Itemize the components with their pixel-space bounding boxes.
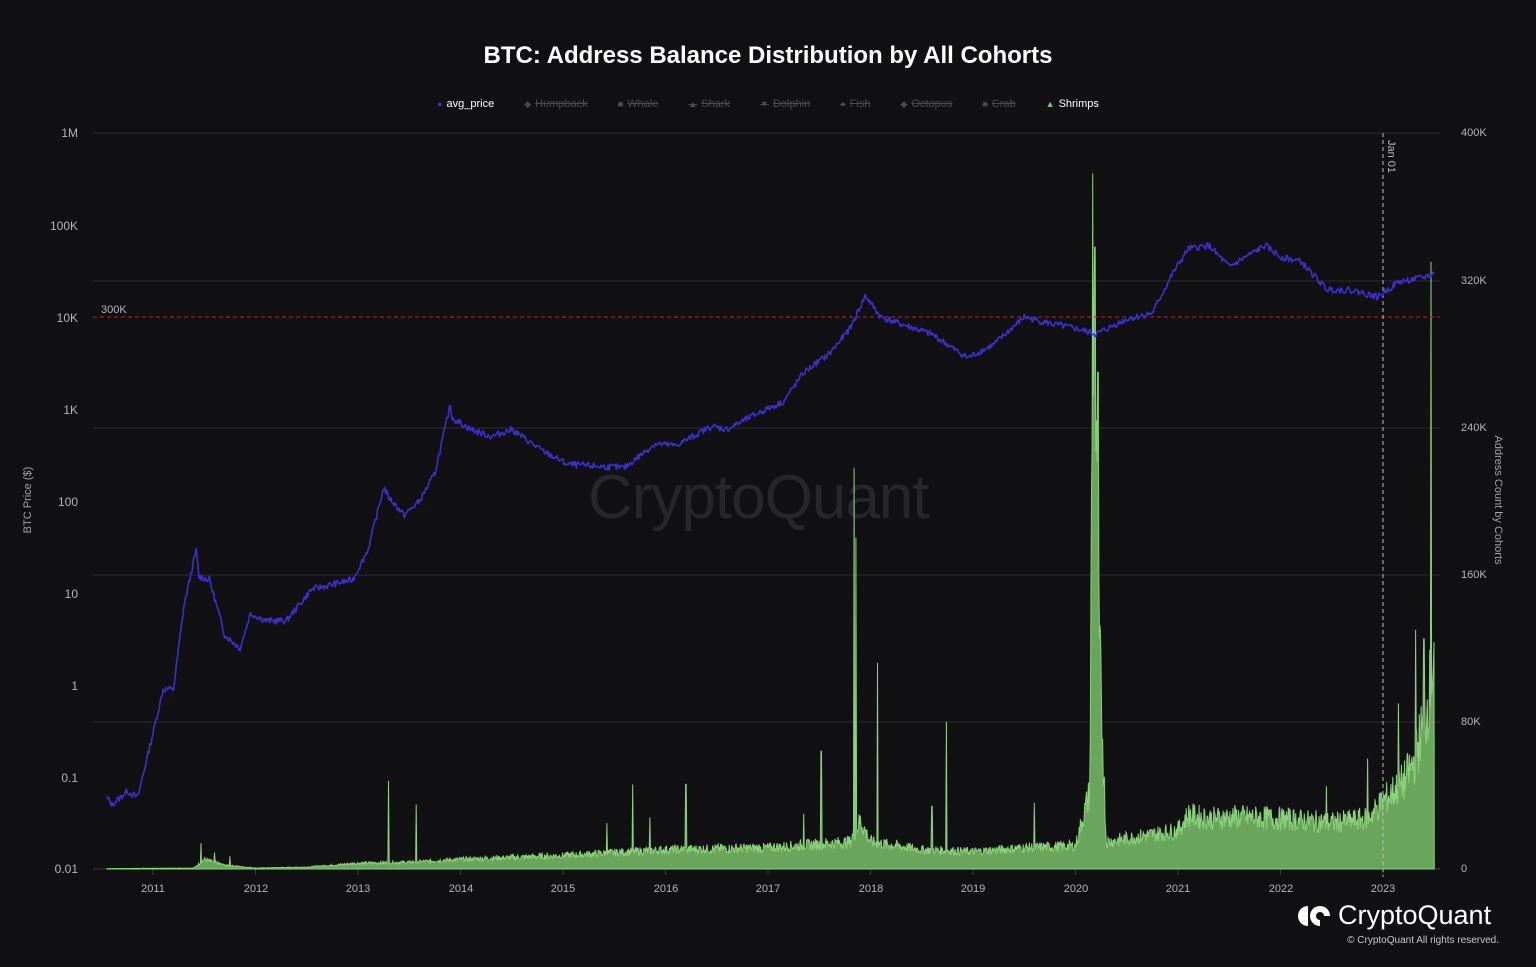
legend-label: Humpback <box>535 98 588 110</box>
x-tick: 2012 <box>243 883 269 895</box>
left-tick: 10K <box>56 311 78 325</box>
right-tick: 240K <box>1461 422 1487 434</box>
chart-legend: ● avg_price ◆ Humpback ■ Whale ▲ Shark ▼… <box>0 98 1536 110</box>
x-tick: 2014 <box>448 883 474 895</box>
left-tick: 0.01 <box>54 862 78 876</box>
legend-item-whale[interactable]: ■ Whale <box>618 98 659 110</box>
diamond-marker-icon: ◆ <box>900 98 908 109</box>
legend-label: Shrimps <box>1058 98 1099 110</box>
right-tick: 320K <box>1461 275 1487 287</box>
x-tick: 2013 <box>345 883 371 895</box>
x-tick: 2020 <box>1063 883 1089 895</box>
legend-item-fish[interactable]: ● Fish <box>840 98 870 110</box>
x-tick: 2017 <box>755 883 781 895</box>
circle-marker-icon: ● <box>437 99 443 109</box>
square-marker-icon: ■ <box>982 99 988 109</box>
shrimps-area-series <box>106 173 1435 870</box>
diamond-marker-icon: ◆ <box>524 98 532 109</box>
cryptoquant-logo-icon <box>1298 905 1330 927</box>
x-tick: 2021 <box>1165 883 1191 895</box>
left-axis-title: BTC Price ($) <box>22 466 34 534</box>
circle-marker-icon: ● <box>840 99 846 109</box>
triangle-up-marker-icon: ▲ <box>1045 99 1055 109</box>
x-tick: 2023 <box>1370 883 1396 895</box>
brand-logo: CryptoQuant <box>1298 900 1491 931</box>
left-tick: 0.1 <box>61 771 78 785</box>
legend-item-dolphin[interactable]: ▼ Dolphin <box>760 98 810 110</box>
legend-item-avg-price[interactable]: ● avg_price <box>437 98 494 110</box>
avg-price-line-series <box>106 242 1435 807</box>
legend-label: Fish <box>849 98 871 110</box>
legend-label: Shark <box>701 98 731 110</box>
watermark: CryptoQuant <box>588 463 930 532</box>
triangle-down-marker-icon: ▼ <box>760 99 769 109</box>
brand-name: CryptoQuant <box>1338 900 1492 930</box>
legend-item-shrimps[interactable]: ▲ Shrimps <box>1046 98 1099 110</box>
left-tick: 1K <box>63 403 78 417</box>
legend-item-crab[interactable]: ■ Crab <box>982 98 1015 110</box>
copyright-text: © CryptoQuant All rights reserved. <box>1347 935 1499 946</box>
x-tick: 2018 <box>858 883 884 895</box>
marker-label: Jan 01 <box>1385 140 1397 174</box>
left-tick: 1 <box>71 679 78 693</box>
legend-label: Crab <box>991 98 1016 110</box>
right-tick: 400K <box>1461 127 1487 139</box>
x-tick: 2016 <box>653 883 679 895</box>
right-tick: 160K <box>1461 569 1487 581</box>
legend-item-shark[interactable]: ▲ Shark <box>688 98 730 110</box>
threshold-label: 300K <box>101 304 127 316</box>
legend-label: Whale <box>627 98 659 110</box>
x-tick: 2022 <box>1268 883 1294 895</box>
x-tick: 2015 <box>550 883 576 895</box>
x-tick: 2019 <box>960 883 986 895</box>
right-tick: 80K <box>1461 716 1481 728</box>
legend-label: avg_price <box>446 98 495 110</box>
right-axis-title: Address Count by Cohorts <box>1492 435 1504 565</box>
left-tick: 1M <box>61 126 78 140</box>
legend-item-octopus[interactable]: ◆ Octopus <box>900 98 952 110</box>
right-tick: 0 <box>1461 863 1468 875</box>
triangle-up-marker-icon: ▲ <box>688 99 698 109</box>
left-tick: 10 <box>64 587 78 601</box>
legend-label: Octopus <box>911 98 953 110</box>
legend-item-humpback[interactable]: ◆ Humpback <box>524 98 588 110</box>
legend-label: Dolphin <box>772 98 811 110</box>
left-tick: 100K <box>49 219 78 233</box>
x-tick: 2011 <box>141 883 165 895</box>
chart-title: BTC: Address Balance Distribution by All… <box>483 42 1053 69</box>
left-tick: 100 <box>57 495 78 509</box>
square-marker-icon: ■ <box>617 99 624 109</box>
